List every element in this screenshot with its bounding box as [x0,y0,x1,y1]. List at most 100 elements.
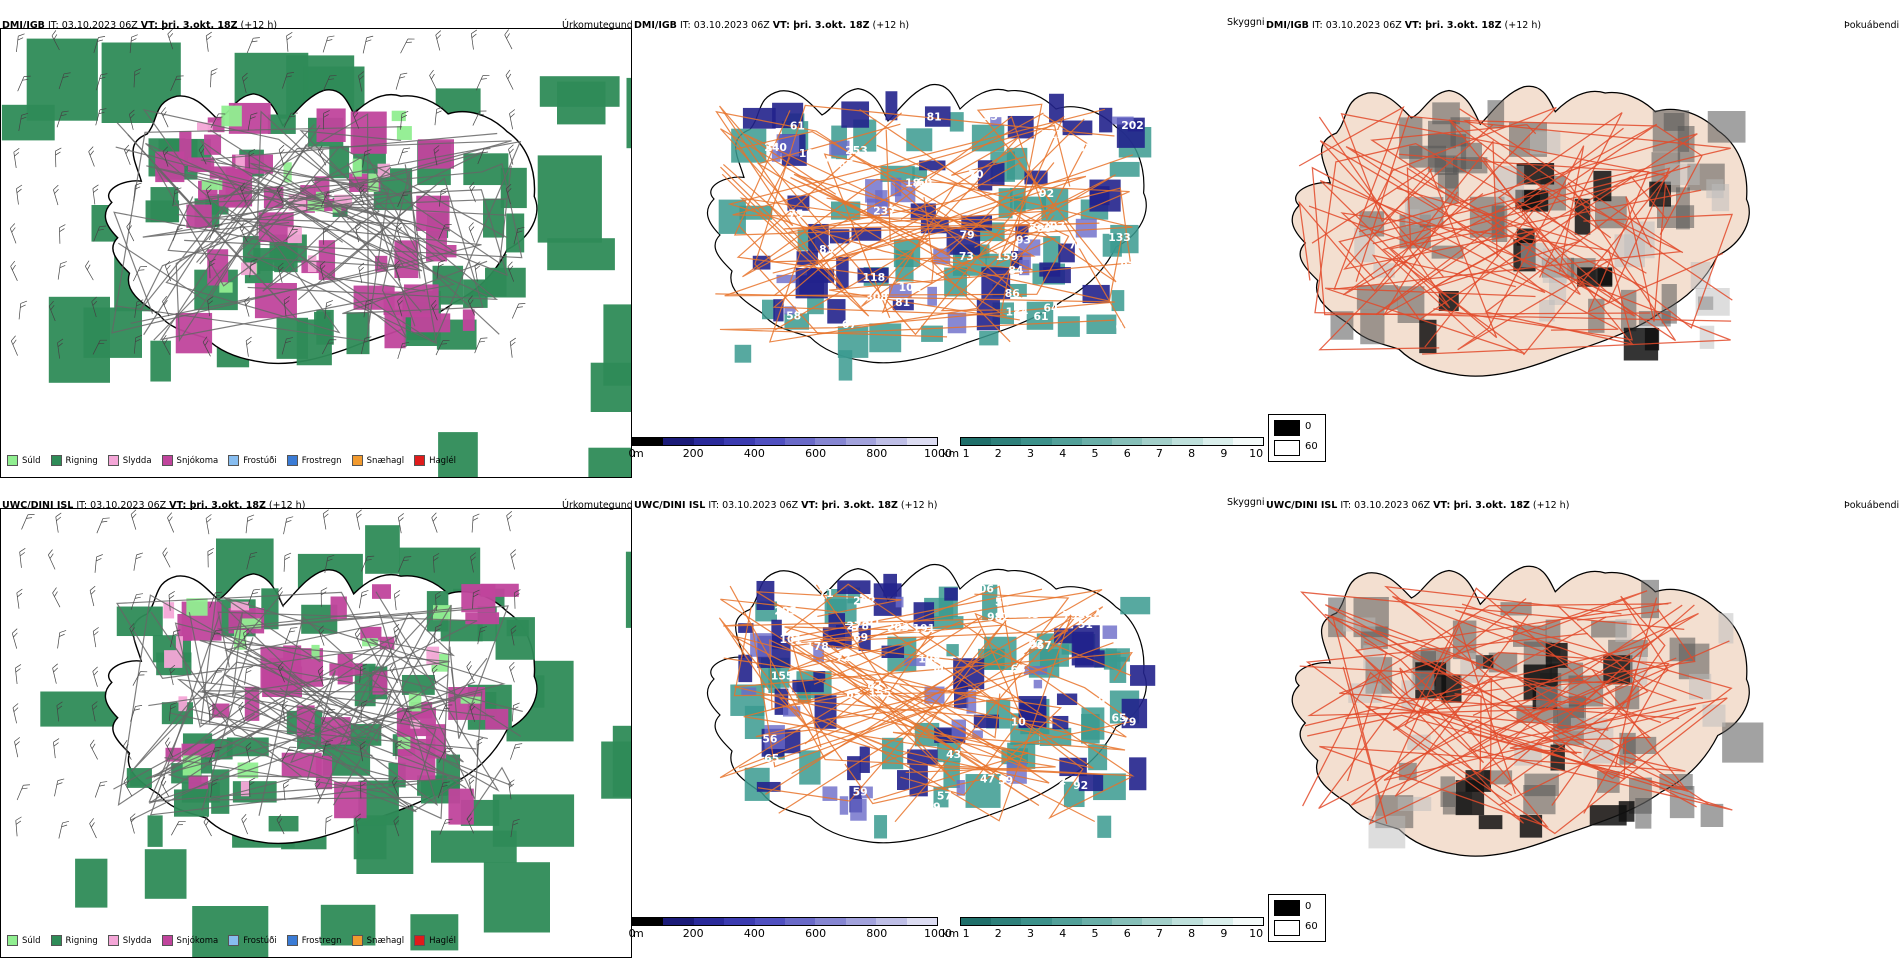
vis-scale-tick: 4 [1059,447,1066,460]
precip-legend-item: Slydda [108,935,152,946]
vis-scale-tick: 8 [1188,927,1195,940]
cloud-base-value: 57 [1098,144,1113,157]
fog-legend: 0 60 [1268,414,1326,462]
cloud-base-value: 81 [927,110,942,123]
precip-legend-item: Haglél [414,455,456,466]
fog-index-panel [1264,494,1900,964]
precip-legend-item: Snæhagl [352,935,404,946]
precip-legend-swatch [287,935,298,946]
vis-scale-tick: 1 [963,927,970,940]
fog-index-panel [1264,14,1900,484]
cloud-base-value: 92 [1039,187,1054,200]
cloud-base-value: 72 [836,651,851,664]
cloud-base-value: 51 [1078,618,1093,631]
vis-scale-tick: 7 [1156,927,1163,940]
precip-legend-item: Haglél [414,935,456,946]
cloud-base-value: 67 [838,158,853,171]
cloud-base-value: 56 [762,733,777,746]
precip-legend-item: Rigning [51,935,98,946]
precip-legend-swatch [162,935,173,946]
fog-legend-dark-swatch [1274,900,1300,916]
cloud-base-value: 45 [1024,608,1039,621]
cloud-base-value: 198 [918,653,941,666]
cloud-base-value: 49 [1091,695,1106,708]
cloud-base-value: 69 [853,631,868,644]
precip-legend-item: Frostregn [287,455,342,466]
precip-legend-item: Súld [7,455,41,466]
precip-map-svg [1,509,631,957]
panel-header: DMI/IGB IT: 03.10.2023 06Z VT: þri. 3.ok… [1266,20,1541,31]
cloud-scale-tick: 600 [805,447,826,460]
precip-legend-swatch [228,935,239,946]
panel-header: UWC/DINI ISL IT: 03.10.2023 06Z VT: þri.… [2,500,305,511]
cloud-base-value: 81 [895,296,910,309]
fog-legend: 0 60 [1268,894,1326,942]
cloud-base-value: 65 [846,688,861,701]
cloud-base-value: 118 [863,271,886,284]
cloud-base-value: 60 [917,176,932,189]
cloud-base-value: 43 [946,748,961,761]
cloud-base-value: 61 [790,120,805,133]
cloud-base-value: 82 [867,678,882,691]
precip-legend-swatch [108,455,119,466]
vis-scale-tick: 3 [1027,927,1034,940]
precip-legend-item: Snjókoma [162,935,219,946]
cloud-scale-unit: m [633,447,644,460]
cloud-base-value: 97 [1121,259,1136,272]
precip-legend-item: Frostúði [228,935,277,946]
cloud-base-value: 278 [846,619,869,632]
cloud-base-value: 134 [1006,306,1029,319]
cloud-base-value: 65 [1112,711,1127,724]
cloud-base-value: 292 [853,595,876,608]
precip-legend-swatch [51,935,62,946]
precip-legend-swatch [7,935,18,946]
vis-scale-tick: 6 [1124,447,1131,460]
precip-legend-swatch [51,455,62,466]
panel-title-visibility: Skyggni [1227,497,1265,508]
cloud-scale-tick: 800 [866,447,887,460]
precip-legend-item: Frostúði [228,455,277,466]
precip-legend-item: Snjókoma [162,455,219,466]
cloud-base-value: 101 [780,633,803,646]
panel-header: DMI/IGB IT: 03.10.2023 06Z VT: þri. 3.ok… [2,20,277,31]
cloud-base-value: 199 [1091,579,1114,592]
cloud-base-value: 59 [998,774,1013,787]
cloud-base-value: 237 [873,204,896,217]
precip-legend-swatch [352,455,363,466]
panel-title-visibility: Skyggni [1227,17,1265,28]
precip-legend-swatch [108,935,119,946]
precip-legend-swatch [414,455,425,466]
cloud-base-value: 205 [774,605,797,618]
cloud-base-value: 93 [1016,234,1031,247]
cloud-base-value: 67 [842,318,857,331]
cloud-base-value: 61 [1034,310,1049,323]
cloud-base-value: 203 [887,621,910,634]
cloud-base-value: 68 [831,759,846,772]
cloud-base-value: 84 [1008,264,1024,277]
cloud-base-value: 70 [1069,238,1084,251]
panel-title-precip: Úrkomutegund [562,20,633,31]
vis-scale-tick: 7 [1156,447,1163,460]
cloud-scale-tick: 600 [805,927,826,940]
fog-map-svg [1264,28,1900,448]
fog-map-svg [1264,508,1900,928]
panel-title-precip: Úrkomutegund [562,500,633,511]
cloud-scale-tick: 400 [744,927,765,940]
fog-legend-high: 0 [1305,421,1311,432]
cloud-base-value: 77 [822,156,837,169]
cloud-base-value: 61 [1116,320,1131,333]
cloud-base-value: 67 [934,96,949,109]
cloud-base-value: 202 [1121,119,1144,132]
cloud-scale-unit: m [633,927,644,940]
panel-title-fog: Þokuábendi [1844,20,1899,31]
